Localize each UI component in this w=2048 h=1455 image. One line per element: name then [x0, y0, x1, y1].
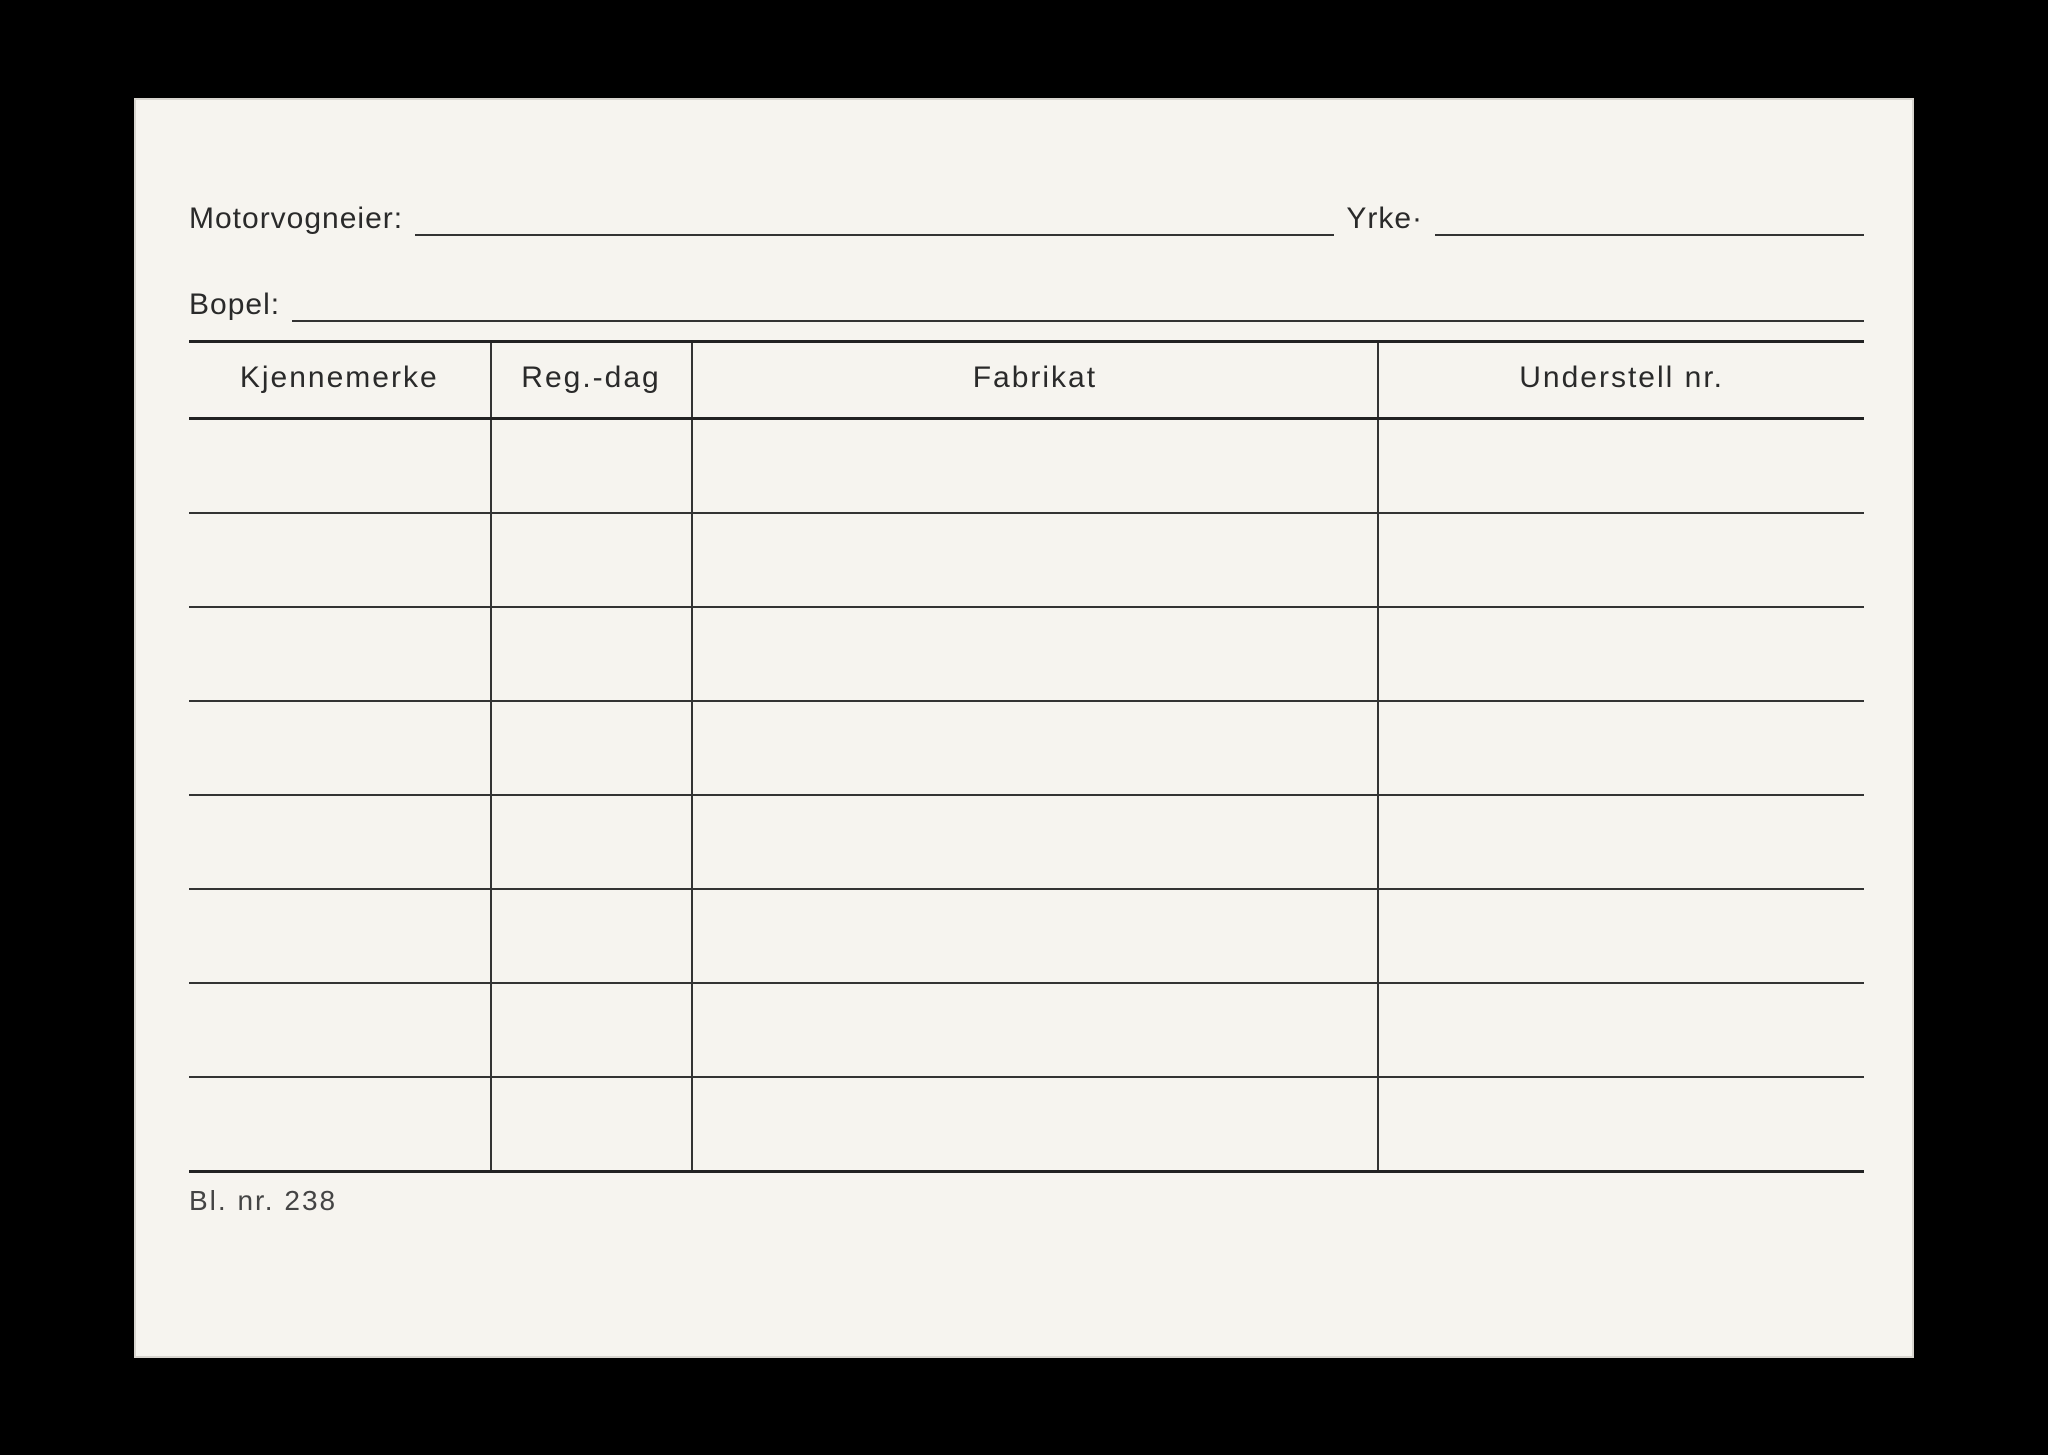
form-number: Bl. nr. 238	[189, 1185, 1864, 1217]
header-fields: Motorvogneier: Yrke· Bopel:	[189, 158, 1864, 322]
table-row	[189, 607, 1864, 701]
table-cell	[692, 607, 1379, 701]
table-cell	[189, 889, 491, 983]
table-cell	[692, 513, 1379, 607]
line-motorvogneier	[415, 198, 1334, 236]
table-row	[189, 701, 1864, 795]
table-row	[189, 795, 1864, 889]
table-header-row: Kjennemerke Reg.-dag Fabrikat Understell…	[189, 341, 1864, 418]
table-row	[189, 889, 1864, 983]
table-row	[189, 1077, 1864, 1172]
registration-table: Kjennemerke Reg.-dag Fabrikat Understell…	[189, 340, 1864, 1173]
table-row	[189, 418, 1864, 513]
table-row	[189, 983, 1864, 1077]
line-yrke	[1435, 198, 1864, 236]
col-kjennemerke: Kjennemerke	[189, 341, 491, 418]
table-cell	[1378, 701, 1864, 795]
label-motorvogneier: Motorvogneier:	[189, 202, 403, 236]
table-cell	[189, 1077, 491, 1172]
table-cell	[491, 1077, 692, 1172]
registration-card: Motorvogneier: Yrke· Bopel:	[134, 98, 1914, 1358]
table-cell	[189, 983, 491, 1077]
line-bopel	[292, 284, 1864, 322]
card-content: Motorvogneier: Yrke· Bopel:	[189, 158, 1864, 1328]
table-cell	[692, 983, 1379, 1077]
table-cell	[1378, 795, 1864, 889]
field-row-1: Motorvogneier: Yrke·	[189, 198, 1864, 236]
table-cell	[491, 701, 692, 795]
col-fabrikat: Fabrikat	[692, 341, 1379, 418]
table-cell	[189, 607, 491, 701]
table-cell	[491, 418, 692, 513]
table-cell	[189, 418, 491, 513]
table-cell	[1378, 983, 1864, 1077]
table-cell	[692, 418, 1379, 513]
col-understell: Understell nr.	[1378, 341, 1864, 418]
table-cell	[491, 889, 692, 983]
table-cell	[692, 701, 1379, 795]
table-cell	[1378, 607, 1864, 701]
col-reg-dag: Reg.-dag	[491, 341, 692, 418]
label-yrke: Yrke·	[1346, 202, 1423, 236]
table-cell	[491, 983, 692, 1077]
table-cell	[189, 701, 491, 795]
table-cell	[491, 513, 692, 607]
table-cell	[692, 1077, 1379, 1172]
table-cell	[189, 795, 491, 889]
table-cell	[692, 795, 1379, 889]
table-cell	[491, 795, 692, 889]
table-cell	[692, 889, 1379, 983]
table-cell	[1378, 1077, 1864, 1172]
table-cell	[1378, 513, 1864, 607]
field-row-2: Bopel:	[189, 284, 1864, 322]
table-cell	[189, 513, 491, 607]
table-cell	[1378, 418, 1864, 513]
label-bopel: Bopel:	[189, 288, 280, 322]
table-cell	[491, 607, 692, 701]
table-cell	[1378, 889, 1864, 983]
table-row	[189, 513, 1864, 607]
